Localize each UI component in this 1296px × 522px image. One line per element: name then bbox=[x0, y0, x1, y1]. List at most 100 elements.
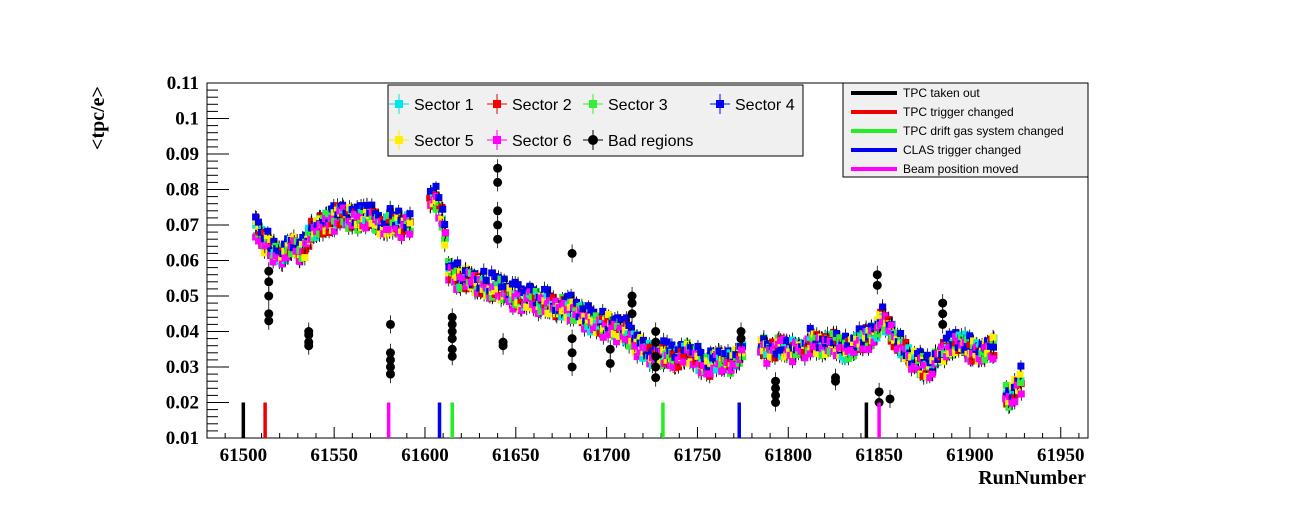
data-point-sector-4 bbox=[500, 275, 508, 283]
data-point-sector-4 bbox=[450, 261, 458, 269]
x-tick-label: 61500 bbox=[220, 445, 268, 466]
data-point-sector-6 bbox=[631, 342, 639, 350]
bad-region-point bbox=[567, 334, 577, 344]
data-point-sector-4 bbox=[923, 351, 931, 359]
x-tick-label: 61550 bbox=[310, 445, 358, 466]
bad-region-point bbox=[872, 280, 882, 290]
data-point-sector-2 bbox=[675, 363, 683, 371]
data-point-sector-6 bbox=[459, 274, 467, 282]
data-point-sector-4 bbox=[717, 348, 725, 356]
data-point-sector-6 bbox=[392, 225, 400, 233]
data-point-sector-6 bbox=[888, 321, 896, 329]
x-tick-label: 61900 bbox=[946, 445, 994, 466]
data-point-sector-6 bbox=[514, 290, 522, 298]
data-point-sector-4 bbox=[497, 283, 505, 291]
data-point-sector-4 bbox=[859, 339, 867, 347]
bad-region-point bbox=[385, 348, 395, 358]
data-point-sector-4 bbox=[435, 194, 443, 202]
bad-region-point bbox=[872, 270, 882, 280]
bad-region-point bbox=[493, 206, 503, 216]
data-point-sector-5 bbox=[406, 219, 414, 227]
y-tick-label: 0.02 bbox=[166, 393, 199, 414]
data-point-sector-5 bbox=[376, 230, 384, 238]
x-tick-label: 61750 bbox=[674, 445, 722, 466]
bad-region-point bbox=[493, 234, 503, 244]
data-point-sector-6 bbox=[403, 213, 411, 221]
data-point-sector-2 bbox=[426, 194, 434, 202]
data-point-sector-4 bbox=[668, 341, 676, 349]
y-tick-label: 0.08 bbox=[166, 180, 199, 201]
bad-region-point bbox=[651, 327, 661, 336]
bad-region-point bbox=[264, 291, 274, 301]
data-point-sector-6 bbox=[608, 324, 616, 332]
data-point-sector-5 bbox=[1015, 386, 1023, 394]
data-point-sector-4 bbox=[780, 346, 788, 354]
data-point-sector-5 bbox=[546, 310, 554, 318]
bad-region-point bbox=[736, 327, 746, 336]
data-point-sector-6 bbox=[706, 370, 714, 378]
data-point-sector-5 bbox=[759, 347, 767, 355]
bad-region-point bbox=[264, 266, 274, 276]
legend-marker-sector-3 bbox=[589, 100, 597, 108]
data-point-sector-1 bbox=[713, 366, 721, 374]
data-point-sector-6 bbox=[945, 343, 953, 351]
bad-region-point bbox=[493, 220, 503, 230]
series-legend: Sector 1 Sector 2 Sector 3 Sector 4 Sector 5… bbox=[387, 84, 804, 157]
data-point-sector-5 bbox=[604, 311, 612, 319]
data-point-sector-6 bbox=[729, 360, 737, 368]
data-point-sector-2 bbox=[800, 348, 808, 356]
data-point-sector-1 bbox=[639, 354, 647, 362]
data-point-sector-4 bbox=[514, 281, 522, 289]
data-point-sector-2 bbox=[604, 316, 612, 324]
data-point-sector-6 bbox=[467, 278, 475, 286]
data-point-sector-6 bbox=[340, 204, 348, 212]
event-markers bbox=[241, 402, 881, 438]
events-legend-label: TPC taken out bbox=[903, 86, 980, 100]
data-point-sector-6 bbox=[763, 359, 771, 367]
data-point-sector-3 bbox=[978, 349, 986, 357]
data-point-sector-4 bbox=[432, 182, 440, 190]
data-point-sector-4 bbox=[584, 302, 592, 310]
data-point-sector-6 bbox=[989, 355, 997, 363]
data-point-sector-3 bbox=[739, 353, 747, 361]
data-point-sector-3 bbox=[844, 355, 852, 363]
data-point-sector-5 bbox=[506, 284, 514, 292]
data-point-sector-4 bbox=[395, 207, 403, 215]
data-point-sector-4 bbox=[989, 343, 997, 351]
legend-label: Sector 4 bbox=[735, 97, 795, 114]
data-point-sector-2 bbox=[669, 350, 677, 358]
data-point-sector-5 bbox=[581, 313, 589, 321]
bad-region-point bbox=[567, 362, 577, 372]
data-point-sector-1 bbox=[973, 339, 981, 347]
data-point-sector-2 bbox=[771, 354, 779, 362]
data-point-sector-3 bbox=[1016, 379, 1024, 387]
data-point-sector-4 bbox=[406, 210, 414, 218]
data-point-sector-4 bbox=[829, 339, 837, 347]
data-point-sector-3 bbox=[735, 359, 743, 367]
data-point-sector-3 bbox=[324, 210, 332, 218]
data-point-sector-6 bbox=[806, 350, 814, 358]
data-point-sector-4 bbox=[368, 201, 376, 209]
data-point-sector-5 bbox=[263, 232, 271, 240]
data-point-sector-6 bbox=[357, 212, 365, 220]
data-point-sector-6 bbox=[613, 338, 621, 346]
data-point-sector-4 bbox=[573, 298, 581, 306]
data-point-sector-5 bbox=[989, 333, 997, 341]
data-point-sector-6 bbox=[856, 336, 864, 344]
data-point-sector-5 bbox=[631, 348, 639, 356]
x-tick-label: 61950 bbox=[1037, 445, 1085, 466]
bad-region-point bbox=[831, 373, 841, 383]
data-point-sector-2 bbox=[336, 221, 344, 229]
y-tick-label: 0.11 bbox=[167, 73, 199, 94]
legend-marker-sector-1 bbox=[395, 100, 403, 108]
data-point-sector-6 bbox=[727, 366, 735, 374]
data-point-sector-4 bbox=[441, 221, 449, 229]
data-point-sector-6 bbox=[470, 272, 478, 280]
data-point-sector-4 bbox=[429, 187, 437, 195]
data-point-sector-3 bbox=[1002, 381, 1010, 389]
data-point-sector-4 bbox=[275, 247, 283, 255]
data-point-sector-6 bbox=[680, 358, 688, 366]
data-point-sector-6 bbox=[885, 327, 893, 335]
data-point-sector-4 bbox=[386, 205, 394, 213]
